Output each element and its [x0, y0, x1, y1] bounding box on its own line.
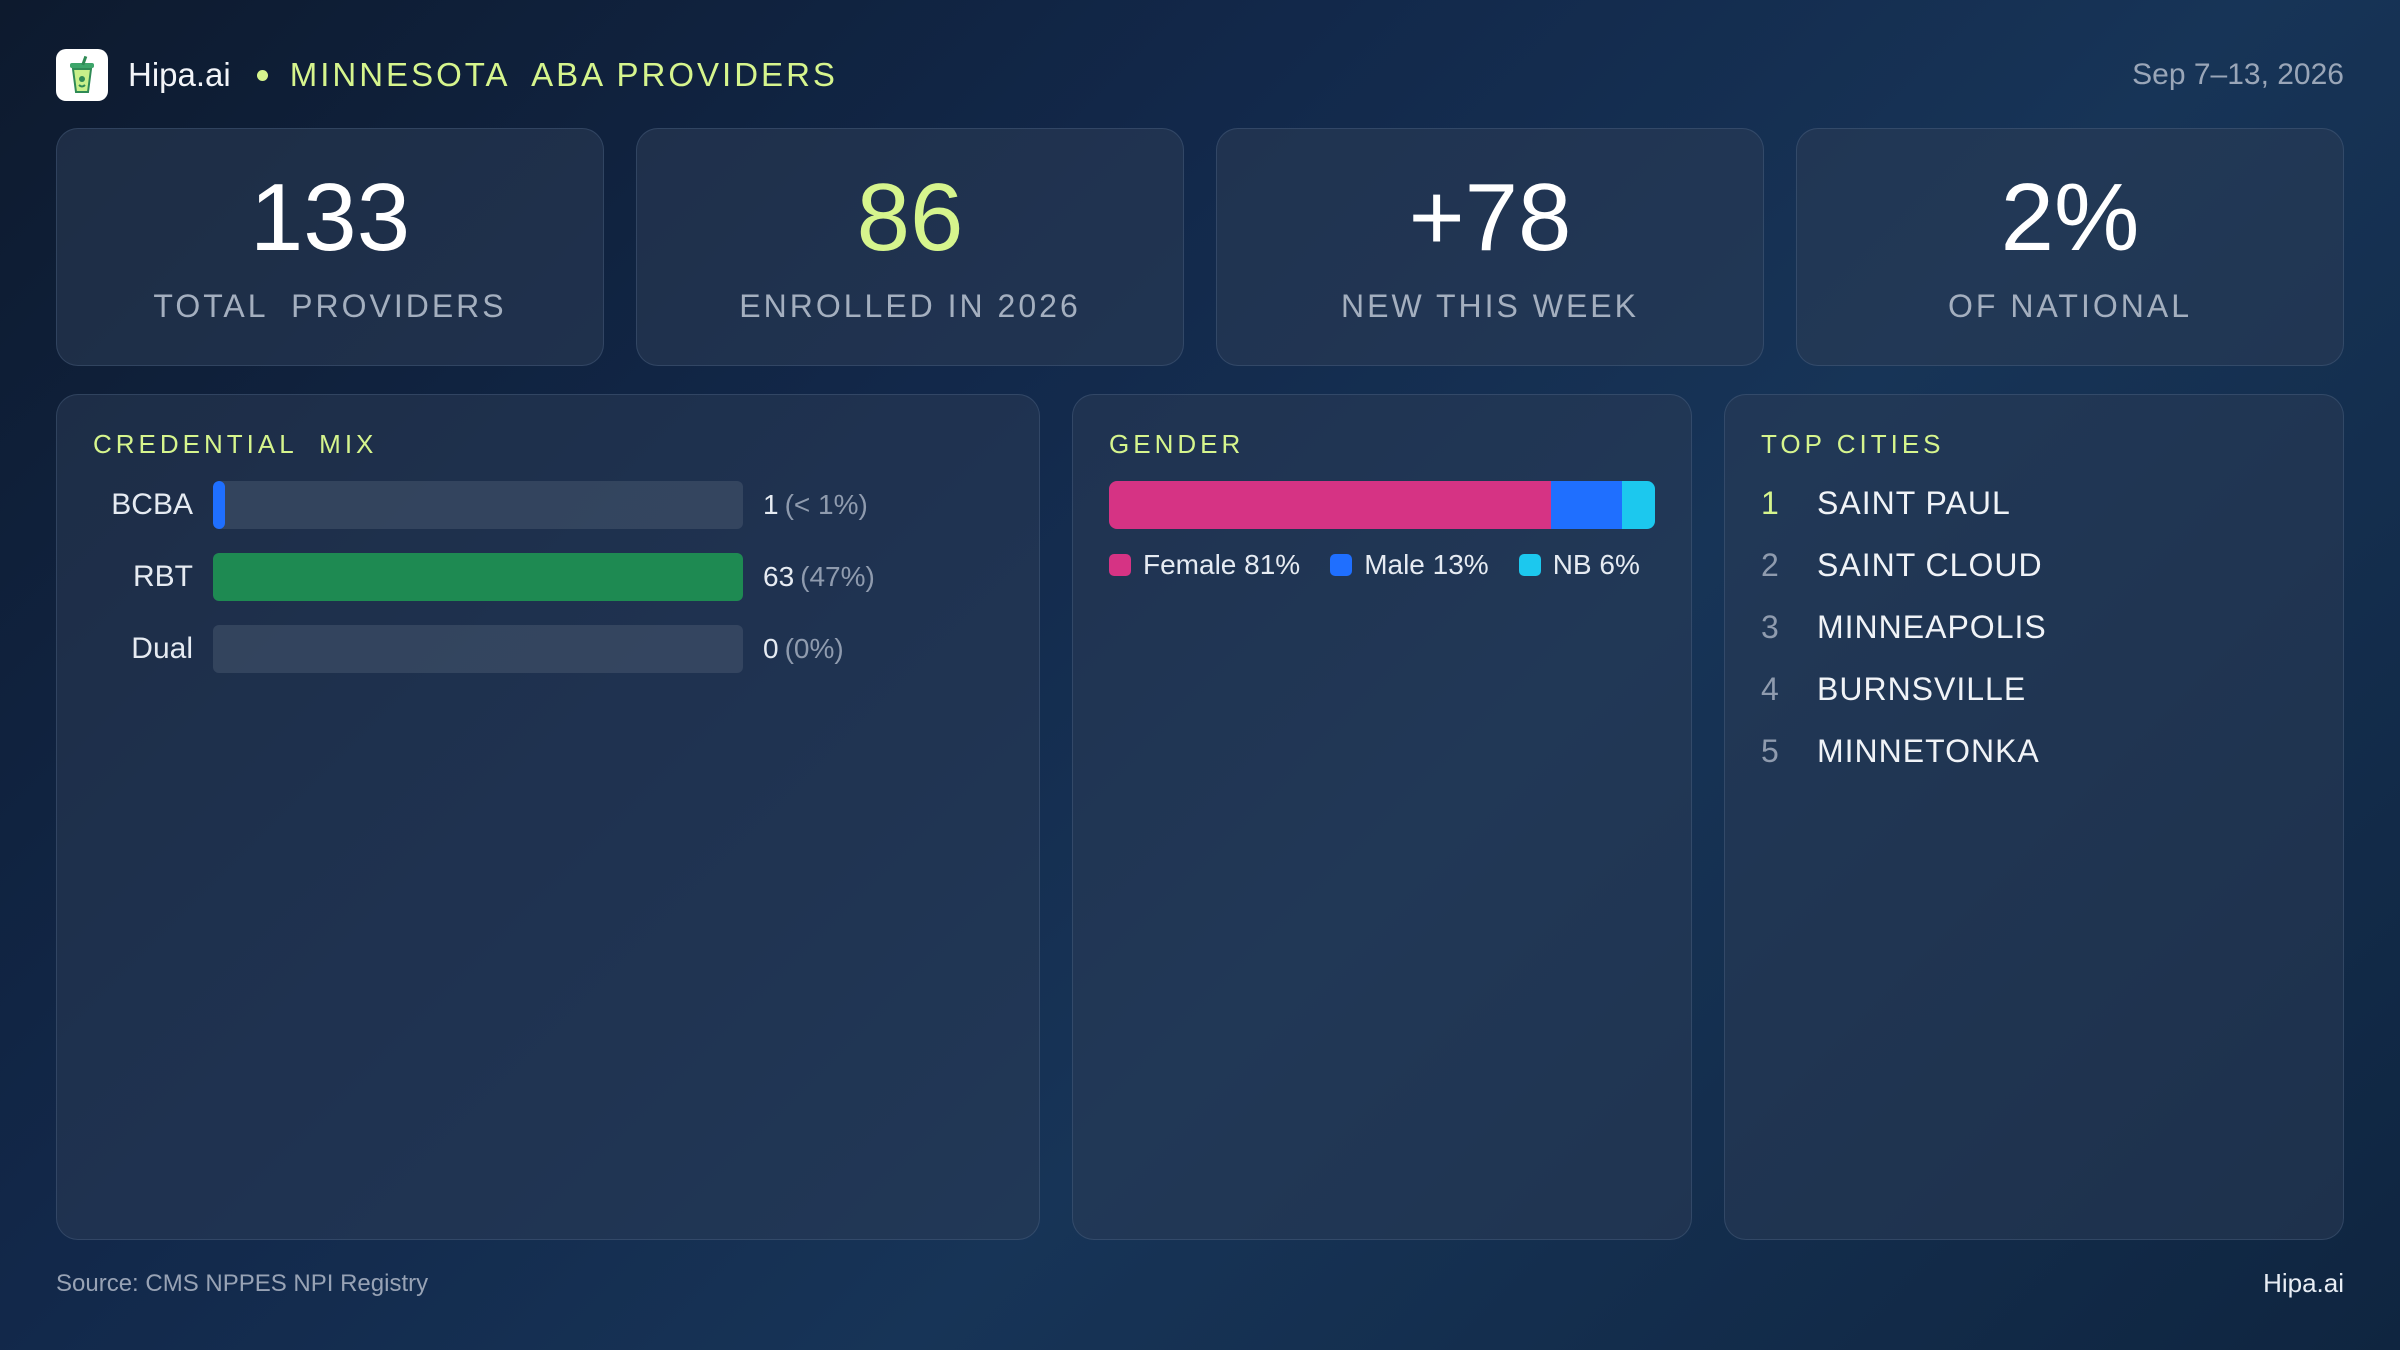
brand-name: Hipa.ai — [128, 56, 231, 93]
city-name: SAINT CLOUD — [1817, 546, 2043, 583]
gender-panel: GENDER Female 81% Male 13% NB 6% — [1072, 394, 1692, 1240]
stat-label: NEW THIS WEEK — [1341, 287, 1639, 324]
source-note: Source: CMS NPPES NPI Registry — [56, 1270, 429, 1297]
top-cities-panel: TOP CITIES 1 SAINT PAUL 2 SAINT CLOUD 3 … — [1724, 394, 2344, 1240]
stat-value: 2% — [2000, 163, 2140, 271]
panel-title: TOP CITIES — [1761, 429, 1945, 459]
legend-swatch — [1330, 554, 1353, 576]
legend-label: NB 6% — [1552, 549, 1640, 580]
stat-label: OF NATIONAL — [1948, 287, 2192, 324]
legend-item-nb: NB 6% — [1518, 549, 1640, 581]
city-item: 1 SAINT PAUL — [1761, 483, 2011, 523]
page-subtitle: MINNESOTA ABA PROVIDERS — [289, 56, 838, 93]
stat-card-new-this-week: +78 NEW THIS WEEK — [1216, 128, 1764, 366]
credential-bar-track — [213, 553, 743, 601]
gender-segment-nb — [1622, 481, 1655, 529]
city-rank: 3 — [1761, 608, 1779, 645]
drink-cup-icon — [70, 55, 94, 93]
stat-card-of-national: 2% OF NATIONAL — [1796, 128, 2344, 366]
gender-segment-male — [1551, 481, 1623, 529]
city-rank: 4 — [1761, 670, 1779, 707]
credential-label: BCBA — [111, 488, 193, 521]
city-rank: 1 — [1761, 484, 1779, 521]
legend-swatch — [1518, 554, 1541, 576]
credential-bar-fill — [213, 553, 743, 601]
stat-value: 133 — [249, 163, 411, 271]
credential-count: 1 — [763, 489, 779, 520]
city-item: 2 SAINT CLOUD — [1761, 545, 2043, 585]
separator-dot — [256, 69, 268, 81]
stat-value: +78 — [1408, 163, 1572, 271]
city-name: MINNETONKA — [1817, 732, 2040, 769]
credential-value: 1 (< 1%) — [763, 481, 868, 529]
stat-card-total-providers: 133 TOTAL PROVIDERS — [56, 128, 604, 366]
credential-row-rbt: RBT 63 (47%) — [57, 553, 1039, 601]
legend-label: Female 81% — [1143, 549, 1301, 580]
stat-card-enrolled: 86 ENROLLED IN 2026 — [636, 128, 1184, 366]
credential-row-bcba: BCBA 1 (< 1%) — [57, 481, 1039, 529]
stat-value: 86 — [856, 163, 964, 271]
header: Hipa.ai MINNESOTA ABA PROVIDERS Sep 7–13… — [56, 48, 2344, 102]
legend-swatch — [1109, 554, 1131, 576]
stats-row: 133 TOTAL PROVIDERS 86 ENROLLED IN 2026 … — [56, 128, 2344, 366]
city-item: 3 MINNEAPOLIS — [1761, 607, 2047, 647]
credential-bar-track — [213, 625, 743, 673]
stat-label: ENROLLED IN 2026 — [739, 287, 1081, 324]
city-rank: 2 — [1761, 546, 1779, 583]
credential-count: 0 — [763, 633, 779, 664]
credential-mix-panel: CREDENTIAL MIX BCBA 1 (< 1%) RBT 63 (47%) … — [56, 394, 1040, 1240]
city-rank: 5 — [1761, 732, 1779, 769]
legend-item-male: Male 13% — [1330, 549, 1489, 581]
date-range: Sep 7–13, 2026 — [2132, 58, 2344, 91]
stat-label: TOTAL PROVIDERS — [153, 287, 507, 324]
credential-value: 0 (0%) — [763, 625, 844, 673]
panel-title: CREDENTIAL MIX — [93, 429, 378, 459]
city-name: SAINT PAUL — [1817, 484, 2011, 521]
legend-label: Male 13% — [1364, 549, 1489, 580]
city-item: 5 MINNETONKA — [1761, 731, 2040, 771]
credential-bar-track — [213, 481, 743, 529]
app-logo — [56, 49, 108, 101]
credential-row-dual: Dual 0 (0%) — [57, 625, 1039, 673]
legend-item-female: Female 81% — [1109, 549, 1300, 581]
credential-label: RBT — [133, 560, 193, 593]
gender-segment-female — [1109, 481, 1552, 529]
footer-brand: Hipa.ai — [2263, 1268, 2344, 1298]
panel-title: GENDER — [1109, 429, 1245, 459]
credential-count: 63 — [763, 561, 795, 592]
city-item: 4 BURNSVILLE — [1761, 669, 2026, 709]
credential-bar-fill — [213, 481, 225, 529]
credential-label: Dual — [131, 632, 193, 665]
credential-value: 63 (47%) — [763, 553, 875, 601]
city-name: MINNEAPOLIS — [1817, 608, 2047, 645]
credential-percent: (0%) — [784, 633, 844, 664]
credential-percent: (47%) — [800, 561, 875, 592]
gender-stacked-bar — [1109, 481, 1655, 529]
credential-percent: (< 1%) — [784, 489, 868, 520]
gender-legend: Female 81% Male 13% NB 6% — [1109, 549, 1640, 581]
city-name: BURNSVILLE — [1817, 670, 2027, 707]
